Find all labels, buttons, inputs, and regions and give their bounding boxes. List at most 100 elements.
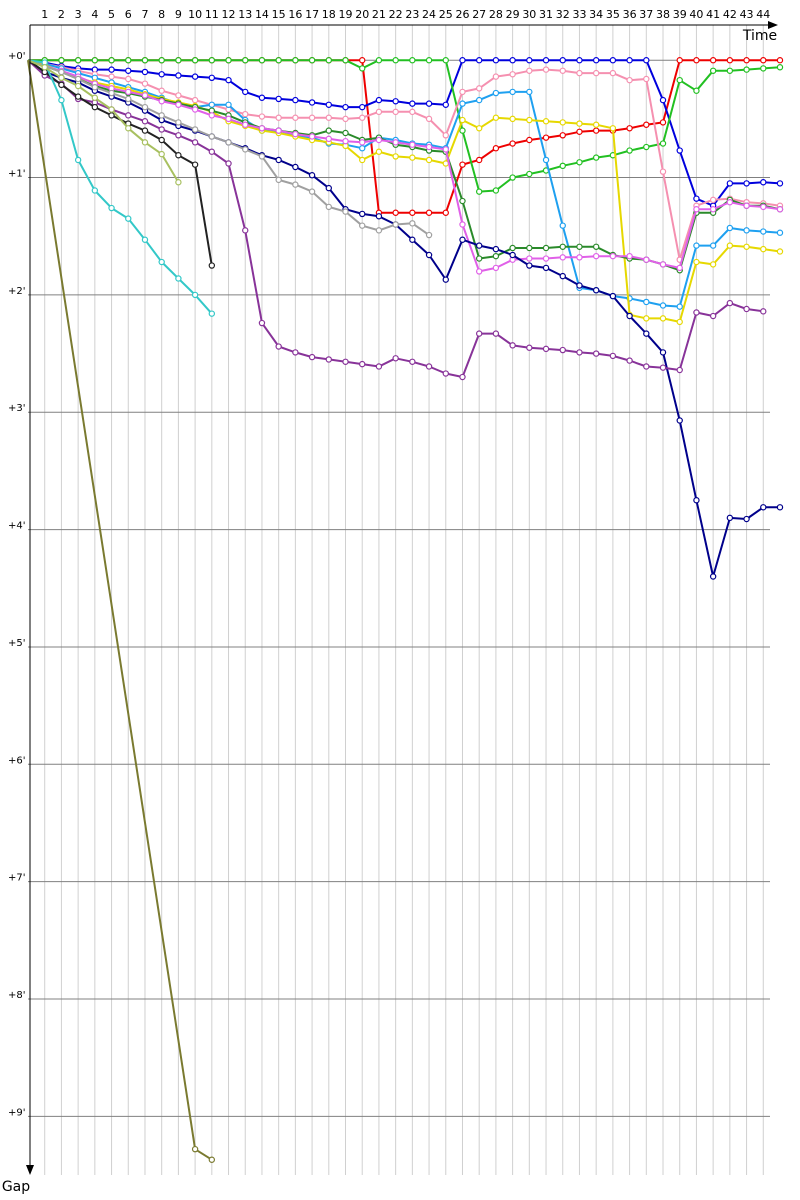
data-point xyxy=(342,208,349,215)
x-tick-label: 21 xyxy=(372,8,386,21)
data-point xyxy=(492,252,500,260)
data-point xyxy=(342,103,349,111)
data-point xyxy=(526,255,533,262)
data-point xyxy=(125,75,132,83)
x-tick-label: 3 xyxy=(75,8,82,21)
data-point xyxy=(425,209,433,216)
data-point xyxy=(191,139,199,146)
x-tick-label: 44 xyxy=(756,8,770,21)
data-point xyxy=(743,243,750,250)
data-point xyxy=(125,88,132,96)
x-tick-label: 40 xyxy=(689,8,703,21)
data-point xyxy=(275,95,282,103)
data-point xyxy=(592,127,600,134)
data-point xyxy=(743,57,750,64)
data-point xyxy=(325,127,332,134)
data-point xyxy=(760,308,767,315)
y-axis-arrow xyxy=(26,1165,34,1175)
x-tick-label: 43 xyxy=(740,8,754,21)
x-tick-label: 4 xyxy=(91,8,98,21)
data-point xyxy=(609,352,617,360)
data-point xyxy=(542,345,550,353)
data-point xyxy=(158,87,165,94)
data-point xyxy=(158,98,165,105)
series-line xyxy=(28,59,781,193)
data-point xyxy=(425,231,433,239)
data-point xyxy=(475,188,483,195)
data-point xyxy=(760,179,767,186)
data-point xyxy=(693,309,700,316)
data-point xyxy=(359,222,366,229)
data-point xyxy=(659,302,667,309)
data-point xyxy=(225,76,232,84)
data-point xyxy=(743,305,750,313)
data-point xyxy=(459,373,466,381)
data-point xyxy=(492,73,500,80)
data-point xyxy=(409,358,416,365)
data-point xyxy=(559,346,566,354)
y-axis-title: Gap xyxy=(2,1179,30,1195)
data-point xyxy=(158,57,165,64)
data-point xyxy=(275,57,282,64)
data-point xyxy=(592,287,600,294)
data-point xyxy=(626,76,633,84)
data-point xyxy=(743,515,750,523)
data-point xyxy=(225,139,232,146)
data-point xyxy=(125,112,132,119)
data-point xyxy=(359,57,366,64)
data-point xyxy=(141,127,149,134)
data-point xyxy=(91,94,99,101)
data-point xyxy=(760,57,767,64)
data-point xyxy=(208,112,216,119)
data-point xyxy=(559,222,566,229)
data-point xyxy=(292,349,299,356)
x-tick-label: 34 xyxy=(589,8,603,21)
data-point xyxy=(609,292,617,300)
x-tick-label: 31 xyxy=(539,8,553,21)
data-point xyxy=(292,114,299,121)
x-tick-label: 7 xyxy=(141,8,148,21)
data-point xyxy=(58,68,65,76)
data-point xyxy=(141,57,149,64)
data-point xyxy=(141,92,149,99)
data-point xyxy=(325,57,332,64)
data-point xyxy=(191,96,199,104)
data-point xyxy=(693,497,700,504)
x-tick-label: 11 xyxy=(205,8,219,21)
x-tick-label: 32 xyxy=(556,8,570,21)
series-line xyxy=(27,59,780,578)
series-line xyxy=(27,59,781,273)
x-axis-title: Time xyxy=(742,28,777,44)
data-point xyxy=(208,133,216,140)
data-point xyxy=(175,275,182,282)
data-point xyxy=(776,57,784,64)
data-point xyxy=(74,75,82,83)
data-point xyxy=(58,96,65,104)
x-tick-label: 5 xyxy=(108,8,115,21)
x-tick-label: 14 xyxy=(255,8,269,21)
x-axis-arrow xyxy=(768,21,778,29)
data-point xyxy=(242,110,249,118)
data-point xyxy=(125,67,132,74)
data-point xyxy=(726,67,734,74)
data-point xyxy=(375,148,383,155)
data-point xyxy=(242,121,249,128)
data-point xyxy=(709,206,717,213)
data-point xyxy=(375,227,383,234)
data-point xyxy=(709,573,717,580)
x-tick-label: 12 xyxy=(222,8,236,21)
data-point xyxy=(509,71,516,78)
data-point xyxy=(375,213,383,220)
data-point xyxy=(475,96,483,104)
data-point xyxy=(425,251,433,259)
x-tick-label: 8 xyxy=(158,8,165,21)
x-tick-label: 24 xyxy=(422,8,436,21)
x-tick-label: 18 xyxy=(322,8,336,21)
data-point xyxy=(576,159,583,166)
data-point xyxy=(676,417,683,424)
data-point xyxy=(559,243,566,250)
data-point xyxy=(459,161,466,168)
data-point xyxy=(709,242,717,249)
data-point xyxy=(659,315,667,322)
data-point xyxy=(342,137,349,145)
